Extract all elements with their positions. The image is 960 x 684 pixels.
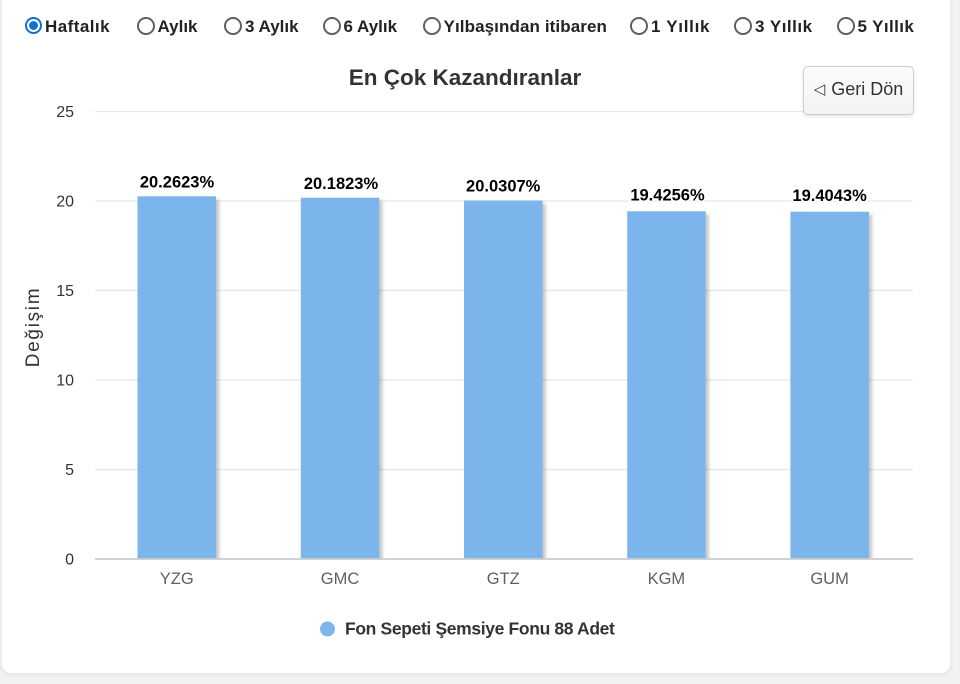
svg-text:15: 15: [56, 283, 74, 300]
svg-text:20.0307%: 20.0307%: [466, 178, 541, 196]
svg-text:0: 0: [65, 552, 74, 569]
svg-text:5: 5: [65, 462, 74, 479]
svg-text:19.4256%: 19.4256%: [630, 187, 705, 205]
svg-text:GMC: GMC: [321, 570, 360, 588]
svg-text:GTZ: GTZ: [487, 570, 520, 588]
svg-text:19.4043%: 19.4043%: [792, 187, 867, 205]
svg-text:20.2623%: 20.2623%: [140, 174, 215, 192]
svg-text:20: 20: [56, 194, 74, 211]
svg-text:Değişim: Değişim: [23, 287, 44, 368]
svg-text:20.1823%: 20.1823%: [304, 175, 379, 193]
svg-text:Fon Sepeti Şemsiye Fonu 88 Ade: Fon Sepeti Şemsiye Fonu 88 Adet: [345, 619, 615, 639]
svg-text:YZG: YZG: [160, 570, 194, 588]
svg-text:10: 10: [56, 373, 74, 390]
svg-text:GUM: GUM: [810, 570, 849, 588]
svg-text:KGM: KGM: [648, 570, 686, 588]
svg-text:25: 25: [56, 104, 74, 121]
svg-text:En Çok Kazandıranlar: En Çok Kazandıranlar: [349, 65, 582, 90]
